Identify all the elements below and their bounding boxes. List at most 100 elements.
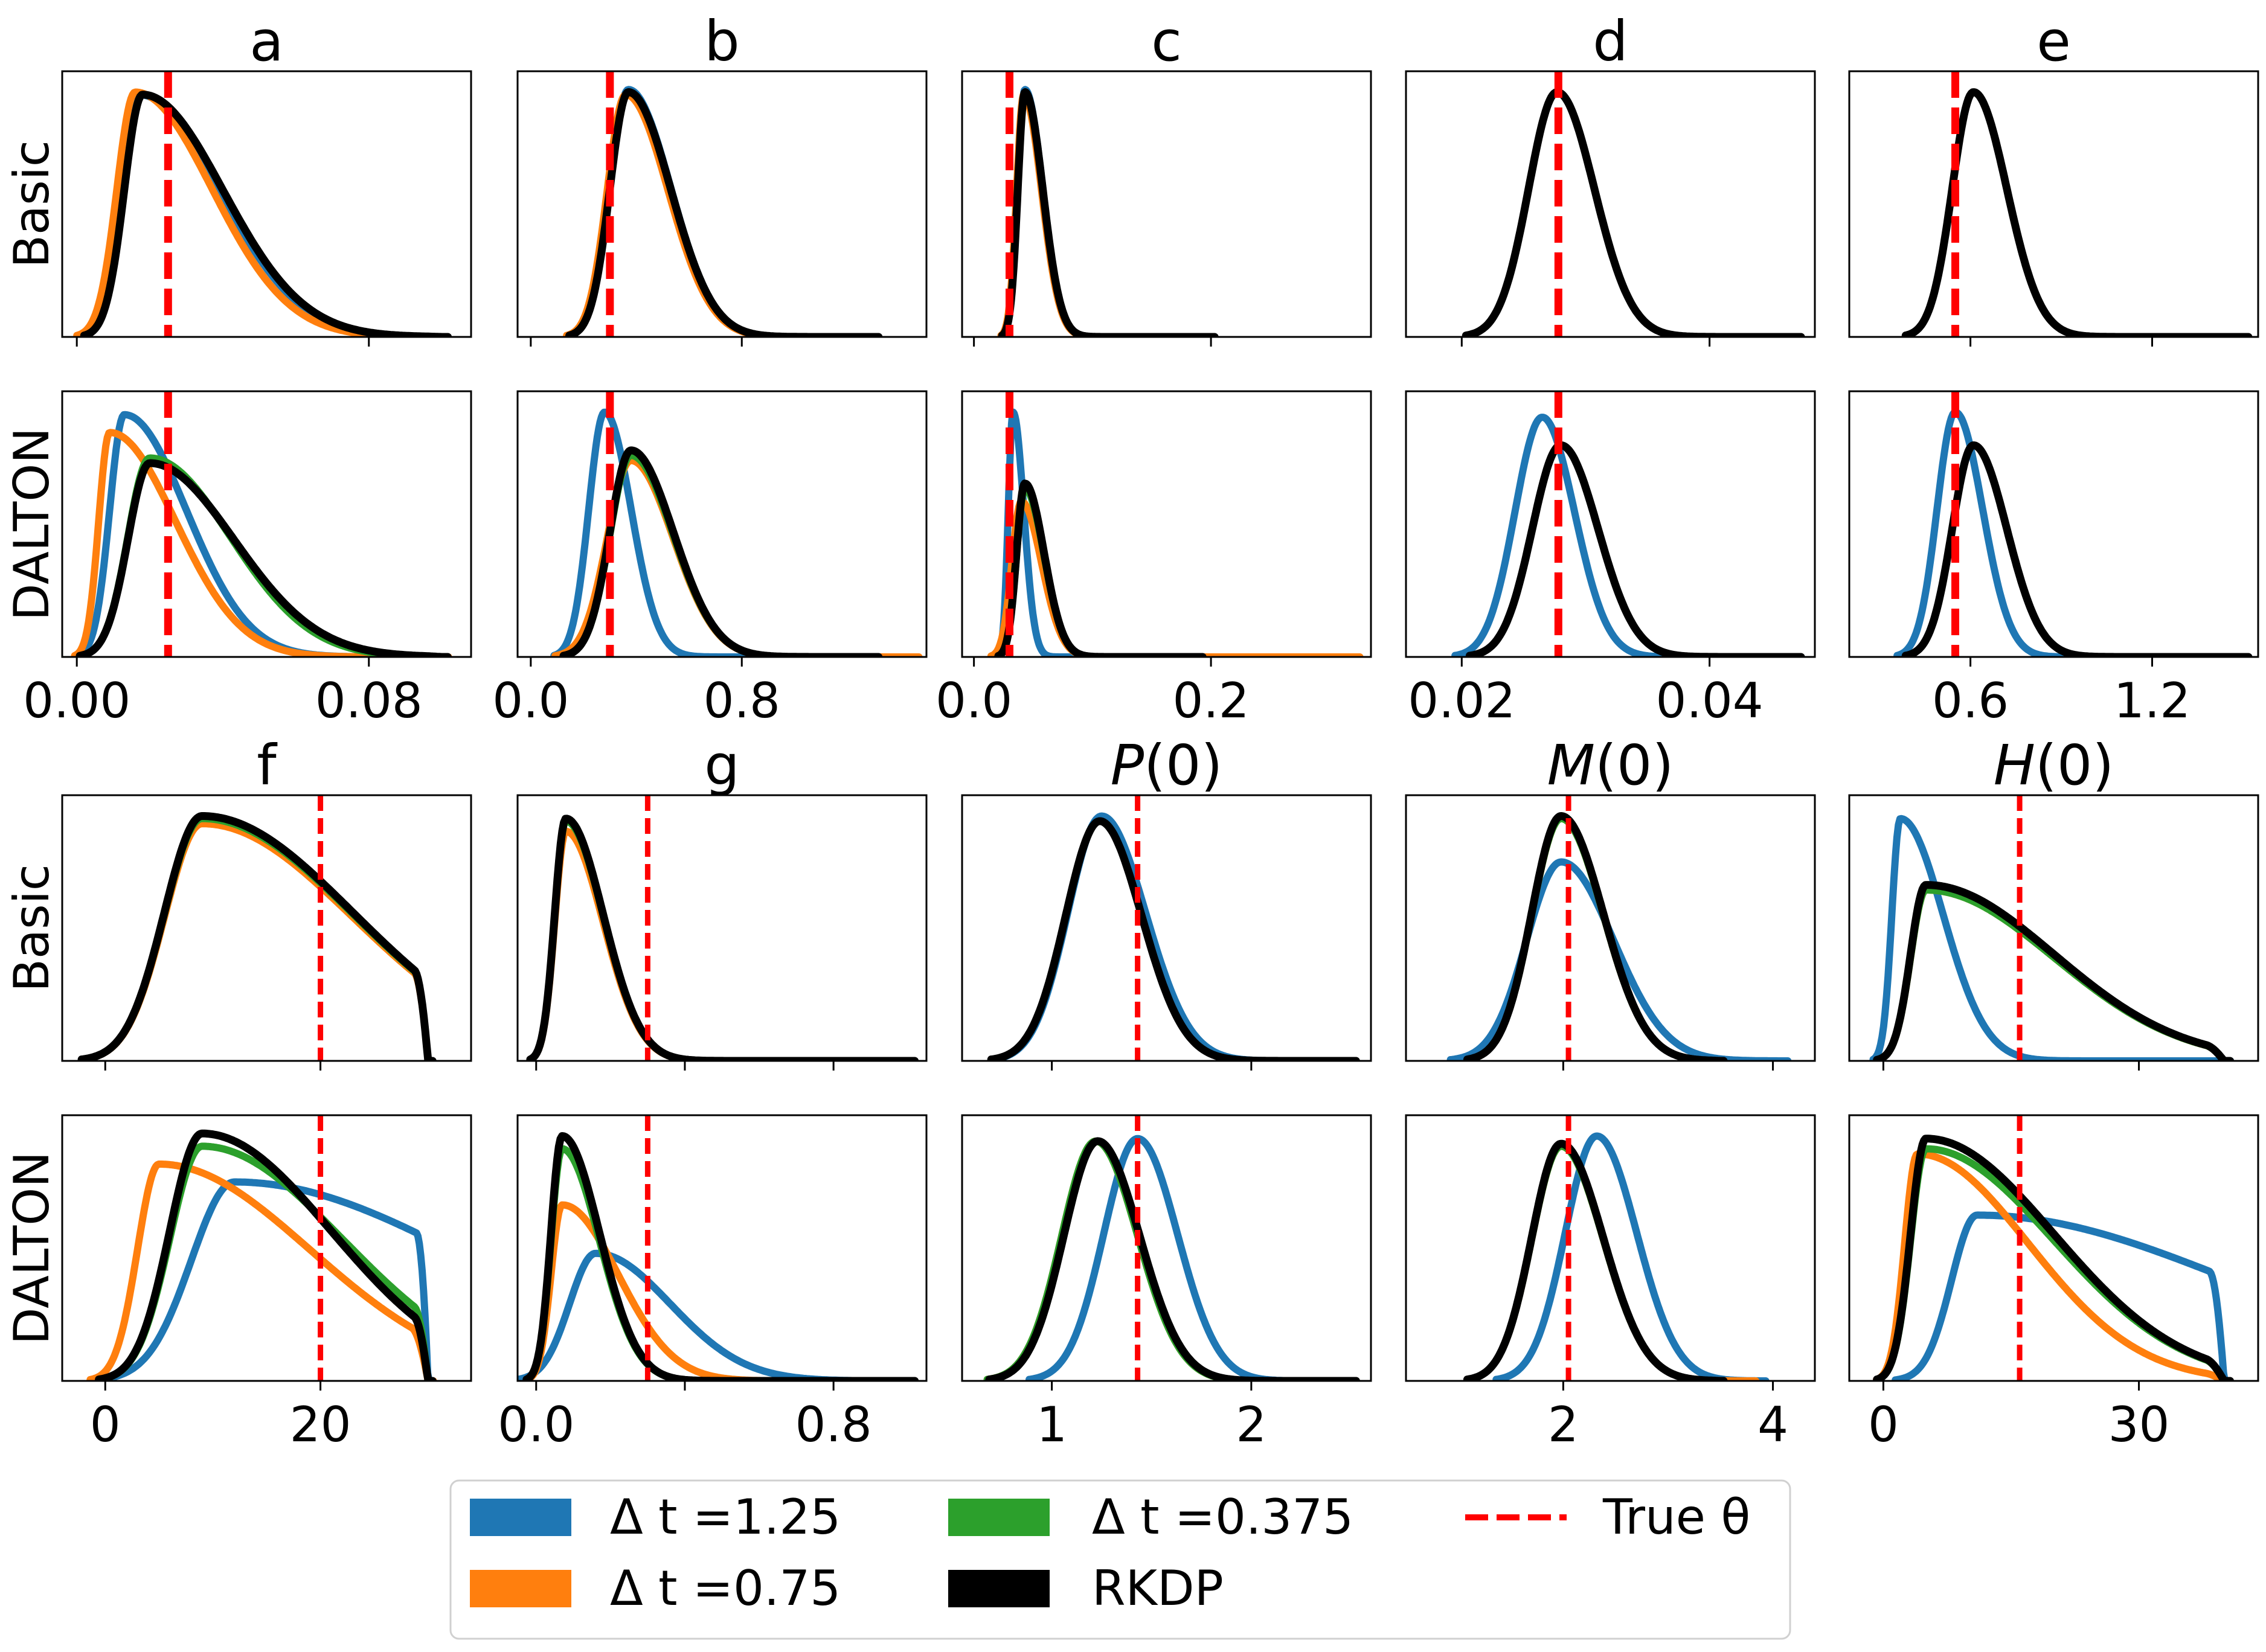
- x-tick-label: 20: [290, 1397, 351, 1453]
- legend-label-dt0375: Δ t =0.375: [1092, 1489, 1353, 1545]
- series-line-dt075: [86, 1161, 437, 1381]
- panel-r1c1-dalton: 0.0 0.8: [492, 390, 928, 729]
- density-curves: [1901, 71, 2253, 337]
- axes-frame: [961, 1114, 1372, 1382]
- density-curves: [1893, 391, 2253, 657]
- series-line-rkdp: [77, 812, 437, 1061]
- density-curves: [86, 1115, 437, 1381]
- series-line-dt125: [1869, 815, 2235, 1061]
- series-line-dt0375: [80, 91, 452, 337]
- panel-r3c4-dalton: 0 30: [1848, 1114, 2259, 1453]
- series-line-rkdp: [526, 815, 919, 1061]
- series-line-dt075: [1873, 1150, 2234, 1381]
- panel-p0-basic: P(0): [961, 733, 1372, 1071]
- panel-d-basic: d: [1405, 9, 1816, 347]
- series-line-dt075: [983, 1138, 1360, 1381]
- axes-frame: [961, 70, 1372, 338]
- series-line-rkdp: [559, 446, 883, 657]
- panel-r1c3-dalton: 0.02 0.04: [1405, 390, 1816, 729]
- axes-frame: [1405, 70, 1816, 338]
- x-tick-label: 0.8: [795, 1397, 872, 1453]
- panel-title: c: [1151, 9, 1182, 74]
- panel-f-basic: f Basic: [4, 733, 472, 1071]
- density-curves: [987, 391, 1364, 657]
- x-tick-label: 2: [1548, 1397, 1579, 1453]
- legend-swatch-dt075: [470, 1570, 571, 1607]
- panel-title: g: [704, 733, 739, 798]
- panel-title: M(0): [1547, 733, 1674, 798]
- row-label-dalton: DALTON: [4, 1151, 60, 1345]
- panel-e-basic: e: [1848, 9, 2259, 347]
- density-curves: [1463, 1115, 1770, 1381]
- legend-frame: [449, 1479, 1791, 1640]
- x-tick-label: 1: [1036, 1397, 1067, 1453]
- axes-frame: [61, 390, 472, 658]
- axes-frame: [1405, 794, 1816, 1062]
- panel-r3c1-dalton: 0.0 0.8: [498, 1114, 928, 1453]
- series-line-dt125: [93, 1178, 436, 1381]
- legend-label-rkdp: RKDP: [1092, 1560, 1224, 1616]
- series-line-rkdp: [1465, 441, 1805, 657]
- x-tick-label: 0.0: [492, 673, 569, 729]
- axes-frame: [1405, 1114, 1816, 1382]
- x-tick-label: 0.2: [1172, 673, 1249, 729]
- x-tick-label: 0.08: [315, 673, 423, 729]
- panel-b-basic: b: [516, 9, 928, 347]
- panel-title: H(0): [1994, 733, 2114, 798]
- series-line-rkdp: [80, 91, 452, 337]
- row-label-basic: Basic: [4, 864, 60, 992]
- series-line-dt075: [987, 818, 1360, 1061]
- series-line-dt0375: [983, 1138, 1360, 1381]
- legend-swatch-dt125: [470, 1499, 571, 1536]
- panel-r1c4-dalton: 0.6 1.2: [1848, 390, 2259, 729]
- panel-title: a: [249, 9, 283, 74]
- series-line-rkdp: [75, 459, 452, 657]
- density-curves: [997, 71, 1219, 337]
- x-tick-label: 0: [90, 1397, 121, 1453]
- legend-swatch-dt0375: [948, 1499, 1050, 1536]
- x-tick-label: 0.02: [1408, 673, 1515, 729]
- density-curves: [1451, 391, 1805, 657]
- series-line-dt125: [1492, 1132, 1770, 1381]
- series-line-dt125: [1451, 414, 1805, 657]
- row-label-basic: Basic: [4, 140, 60, 268]
- series-line-dt125: [518, 1249, 918, 1381]
- axes-frame: [1848, 794, 2259, 1062]
- axes-frame: [1848, 1114, 2259, 1382]
- x-tick-label: 2: [1236, 1397, 1266, 1453]
- axes-frame: [516, 1114, 928, 1382]
- density-curves: [563, 71, 883, 337]
- x-tick-label: 0.6: [1932, 673, 2009, 729]
- panel-title: P(0): [1111, 733, 1223, 798]
- panel-title: d: [1593, 9, 1628, 74]
- density-curves: [550, 391, 923, 657]
- axes-frame: [1848, 390, 2259, 658]
- axes-frame: [1405, 390, 1816, 658]
- series-line-rkdp: [1901, 441, 2253, 657]
- series-line-rkdp: [987, 817, 1360, 1061]
- panel-r3c0-dalton: 0 20 DALTON: [4, 1114, 472, 1453]
- density-curves: [518, 1115, 919, 1381]
- axes-frame: [961, 794, 1372, 1062]
- legend-label-dt125: Δ t =1.25: [610, 1489, 841, 1545]
- series-line-dt125: [989, 812, 1360, 1061]
- row-label-dalton: DALTON: [4, 427, 60, 621]
- axes-frame: [1848, 70, 2259, 338]
- axes-frame: [61, 794, 472, 1062]
- density-curves: [987, 795, 1360, 1061]
- panel-r1c0-dalton: 0.00 0.08 DALTON: [4, 390, 472, 729]
- series-line-rkdp: [1873, 1135, 2234, 1381]
- legend-swatch-rkdp: [948, 1570, 1050, 1607]
- density-curves: [1873, 1115, 2234, 1381]
- panel-r1c2-dalton: 0.0 0.2: [936, 390, 1372, 729]
- axes-frame: [516, 70, 928, 338]
- x-tick-label: 0.0: [498, 1397, 574, 1453]
- x-tick-label: 30: [2108, 1397, 2170, 1453]
- series-line-rkdp: [985, 1137, 1360, 1381]
- legend-label-truth: True θ: [1602, 1489, 1750, 1545]
- panel-g-basic: g: [516, 733, 928, 1071]
- series-line-dt125: [994, 408, 1207, 657]
- density-curves: [1869, 795, 2235, 1061]
